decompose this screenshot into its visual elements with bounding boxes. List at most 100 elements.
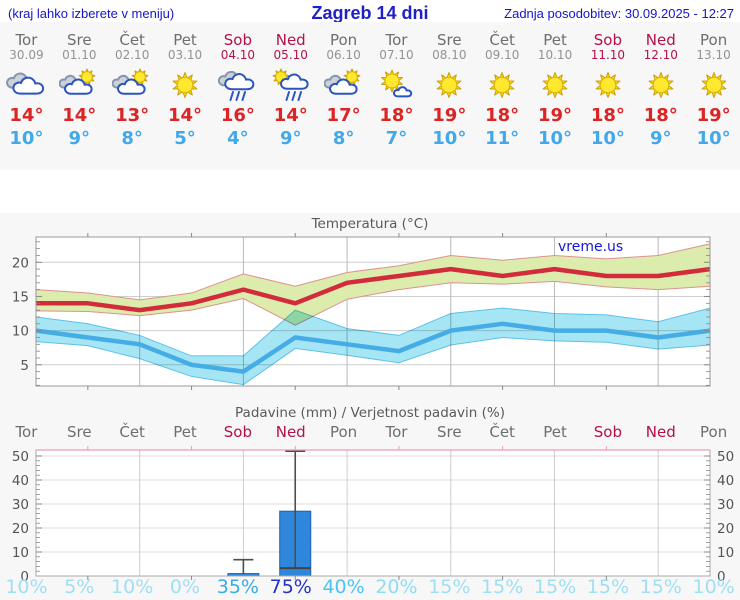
temp-max: 18° <box>590 105 625 126</box>
sunny-icon <box>595 72 621 98</box>
day-name: Čet <box>489 31 515 49</box>
precip-probability: 35% <box>216 576 259 598</box>
day-date: 04.10 <box>220 48 256 62</box>
temp-min: 10° <box>9 128 44 149</box>
forecast-column-12.10: Ned 12.10 18° 9° <box>634 22 687 170</box>
precip-probability: 15% <box>533 576 577 598</box>
temp-min: 10° <box>590 128 625 149</box>
precipitation-chart: 0 0 10 10 20 20 30 30 40 40 50 50 <box>12 446 734 585</box>
temperature-chart: 5 10 15 20 <box>12 233 711 390</box>
partly-sunny-icon <box>111 68 149 95</box>
svg-text:10: 10 <box>717 545 734 561</box>
precip-probability: 5% <box>64 576 95 598</box>
temp-max: 17° <box>326 105 361 126</box>
precip-probability: 15% <box>639 576 682 598</box>
page-title: Zagreb 14 dni <box>311 3 429 23</box>
last-updated: Zadnja posodobitev: 30.09.2025 - 12:27 <box>504 6 734 21</box>
forecast-column-04.10: Sob 04.10 16° 4° <box>211 22 264 170</box>
precip-probability: 10% <box>111 576 154 598</box>
precip-day-row: Tor Sre Čet Pet Sob Ned Pon Tor Sre Čet Pet Sob Ned P… <box>0 423 740 441</box>
precip-day-label: Ned <box>645 423 676 441</box>
temp-max: 16° <box>220 105 255 126</box>
svg-text:40: 40 <box>717 473 734 489</box>
temp-max: 14° <box>167 105 203 126</box>
svg-text:0: 0 <box>717 569 726 585</box>
precip-day-label: Sob <box>223 423 252 441</box>
temp-max: 14° <box>62 105 97 126</box>
day-name: Sob <box>223 31 252 49</box>
precip-day-label: Sob <box>593 423 622 441</box>
day-date: 01.10 <box>62 48 97 62</box>
temp-max: 18° <box>485 105 520 126</box>
day-date: 07.10 <box>379 48 414 62</box>
forecast-column-07.10: Tor 07.10 18° 7° <box>370 22 423 170</box>
temp-max: 18° <box>643 105 678 126</box>
sunny-icon <box>172 72 198 98</box>
temp-min: 10° <box>696 128 731 149</box>
precip-day-label: Čet <box>489 423 515 441</box>
day-date: 06.10 <box>326 48 361 62</box>
forecast-column-30.09: Tor 30.09 14° 10° <box>0 22 53 170</box>
svg-text:50: 50 <box>717 449 734 465</box>
svg-text:20: 20 <box>12 521 29 537</box>
day-name: Čet <box>119 31 145 49</box>
precip-probability: 10% <box>5 576 48 598</box>
sunny-icon <box>701 72 726 98</box>
precip-probability: 15% <box>428 576 471 598</box>
precip-day-label: Čet <box>119 423 145 441</box>
svg-text:15: 15 <box>12 289 29 305</box>
partly-sunny-icon <box>323 68 360 95</box>
forecast-column-02.10: Čet 02.10 13° 8° <box>106 22 159 170</box>
temp-min: 9° <box>68 128 91 149</box>
precip-probability: 20% <box>375 576 418 598</box>
day-date: 30.09 <box>9 48 44 62</box>
temp-max: 14° <box>273 105 308 126</box>
temp-min: 8° <box>121 128 143 149</box>
forecast-column-03.10: Pet 03.10 14° 5° <box>159 22 212 170</box>
precip-day-label: Tor <box>385 423 408 441</box>
precipitation-chart-figure: Padavine (mm) / Verjetnost padavin (%) T… <box>0 400 740 600</box>
precip-probability: 40% <box>322 576 365 598</box>
day-name: Pon <box>329 31 358 49</box>
day-name: Pet <box>173 31 197 49</box>
day-name: Tor <box>15 31 38 49</box>
temp-max: 19° <box>432 105 467 126</box>
forecast-column-08.10: Sre 08.10 19° 10° <box>423 22 476 170</box>
temperature-chart-figure: Temperatura (°C) 5 10 15 20 vreme.us <box>0 213 740 400</box>
day-name: Tor <box>385 31 408 49</box>
forecast-column-13.10: Pon 13.10 19° 10° <box>687 22 740 170</box>
svg-text:0: 0 <box>20 569 29 585</box>
temp-min: 10° <box>537 128 573 149</box>
sunny-icon <box>542 72 568 98</box>
temp-min: 9° <box>649 128 672 149</box>
precip-probability-row: 10% 5% 10% 0% 35% 75% 40% 20% 15% 15% 15% 15% 15% 10% <box>0 576 740 598</box>
day-name: Ned <box>275 31 306 49</box>
precip-day-label: Tor <box>15 423 38 441</box>
precip-day-label: Pon <box>700 423 728 441</box>
partly-sunny-icon <box>58 68 96 95</box>
day-date: 05.10 <box>273 48 308 62</box>
day-date: 02.10 <box>114 48 150 62</box>
svg-text:30: 30 <box>717 497 734 513</box>
temp-min: 7° <box>385 128 408 149</box>
temp-max: 19° <box>537 105 573 126</box>
precip-day-label: Pet <box>173 423 197 441</box>
forecast-strip: Tor 30.09 14° 10° Sre 01.10 14° 9° Čet 02.10 13° 8°… <box>0 22 740 170</box>
precip-probability: 10% <box>692 576 735 598</box>
temperature-chart-title: Temperatura (°C) <box>311 216 429 232</box>
temp-min: 10° <box>432 128 467 149</box>
temp-min: 11° <box>485 128 520 149</box>
sunny-icon <box>436 72 462 98</box>
day-date: 03.10 <box>167 48 203 62</box>
forecast-column-01.10: Sre 01.10 14° 9° <box>53 22 106 170</box>
svg-text:20: 20 <box>12 255 29 271</box>
day-date: 11.10 <box>590 48 626 62</box>
precip-day-label: Pet <box>543 423 567 441</box>
day-name: Pet <box>543 31 567 49</box>
svg-text:50: 50 <box>12 449 29 465</box>
temp-min: 5° <box>174 128 196 149</box>
forecast-column-10.10: Pet 10.10 19° 10° <box>529 22 582 170</box>
precip-probability: 75% <box>269 576 312 598</box>
temp-max: 14° <box>9 105 44 126</box>
day-name: Ned <box>645 31 676 49</box>
